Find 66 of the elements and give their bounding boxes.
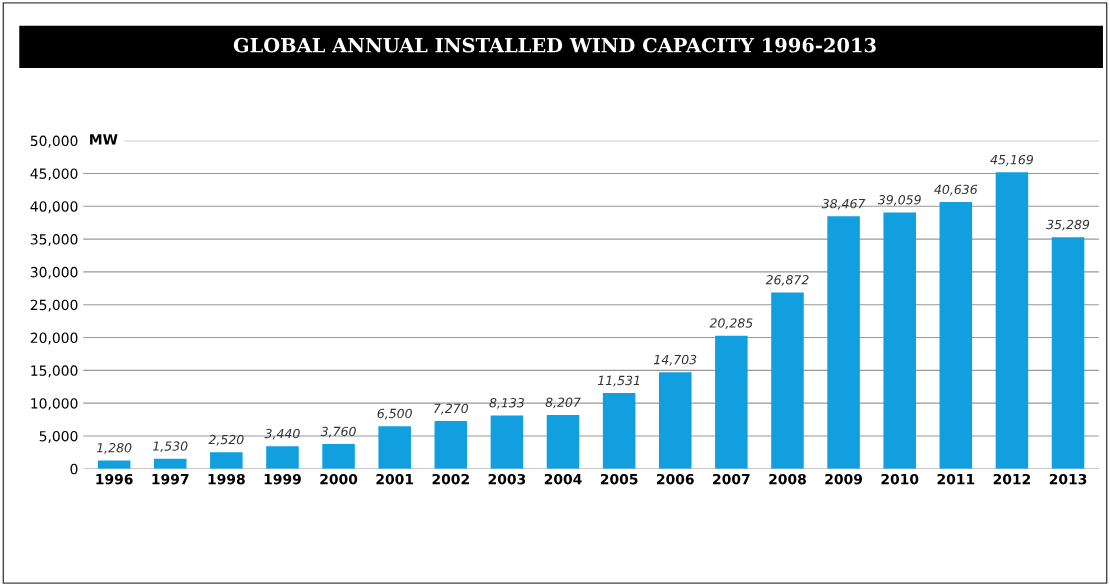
data-label: 39,059 — [877, 195, 921, 206]
bar — [546, 414, 580, 469]
y-tick-label: 50,000 — [30, 135, 78, 148]
x-tick-label: 2011 — [937, 473, 975, 485]
x-tick-label: 1999 — [264, 473, 301, 485]
bar — [266, 446, 299, 469]
data-label: 7,270 — [434, 403, 469, 415]
data-label: 6,500 — [377, 408, 412, 420]
x-tick-label: 2002 — [432, 473, 469, 485]
data-label: 40,636 — [934, 184, 978, 196]
data-label: 14,703 — [653, 354, 697, 366]
x-tick-label: 2010 — [881, 473, 919, 485]
data-label: 35,289 — [1046, 219, 1090, 231]
data-label: 8,133 — [489, 397, 524, 409]
x-tick-label: 1998 — [208, 473, 245, 485]
x-tick-label: 2012 — [993, 473, 1031, 485]
y-tick-label: 10,000 — [31, 398, 78, 411]
bar — [210, 452, 243, 469]
bar — [490, 415, 524, 469]
y-tick-label: 30,000 — [30, 266, 78, 279]
x-tick-label: 2009 — [825, 473, 863, 485]
bar — [658, 372, 692, 469]
x-tick-label: 2000 — [320, 473, 358, 485]
x-tick-label: 2013 — [1049, 473, 1087, 485]
data-label: 20,285 — [709, 318, 753, 329]
y-axis-title: MW — [90, 134, 118, 145]
x-tick-label: 2007 — [713, 473, 750, 485]
x-tick-label: 1996 — [96, 473, 133, 485]
data-label: 26,872 — [765, 275, 809, 286]
data-label: 11,531 — [597, 375, 640, 387]
bar — [322, 444, 355, 469]
x-tick-label: 2006 — [657, 473, 694, 485]
y-tick-label: 45,000 — [30, 168, 78, 181]
chart-title: GLOBAL ANNUAL INSTALLED WIND CAPACITY 1996-2013 — [233, 37, 876, 53]
data-label: 1,530 — [152, 441, 188, 453]
x-tick-label: 2005 — [600, 473, 638, 485]
x-tick-label: 2004 — [544, 473, 582, 485]
data-label: 8,207 — [545, 397, 581, 409]
bar — [995, 172, 1029, 469]
bar — [97, 460, 131, 469]
data-label: 3,440 — [264, 428, 300, 440]
bar — [771, 292, 804, 469]
y-tick-label: 25,000 — [30, 299, 78, 312]
y-tick-label: 35,000 — [30, 234, 78, 246]
data-label: 45,169 — [990, 154, 1034, 166]
data-label: 3,760 — [320, 426, 356, 438]
y-tick-label: 20,000 — [30, 332, 78, 345]
data-label: 2,520 — [208, 434, 244, 446]
data-label: 38,467 — [821, 198, 866, 210]
x-tick-label: 1997 — [152, 473, 189, 485]
x-tick-label: 2008 — [769, 473, 806, 485]
bar — [883, 212, 916, 469]
x-tick-label: 2001 — [376, 473, 414, 485]
data-label: 1,280 — [96, 442, 132, 454]
y-tick-label: 40,000 — [30, 201, 78, 214]
bar — [1051, 237, 1085, 469]
bar — [602, 393, 636, 469]
y-tick-label: 15,000 — [31, 365, 78, 378]
bar — [939, 202, 973, 469]
bar — [827, 216, 860, 469]
y-tick-label: 0 — [70, 463, 78, 475]
y-tick-label: 5,000 — [39, 430, 78, 443]
bar — [715, 335, 748, 469]
x-tick-label: 2003 — [488, 473, 526, 485]
bar — [378, 426, 411, 469]
bar — [434, 421, 468, 469]
